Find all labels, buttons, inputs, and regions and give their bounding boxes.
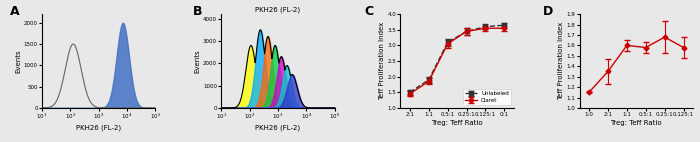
- X-axis label: PKH26 (FL-2): PKH26 (FL-2): [76, 124, 121, 131]
- Y-axis label: Events: Events: [195, 49, 200, 73]
- X-axis label: Treg: Teff Ratio: Treg: Teff Ratio: [610, 120, 662, 126]
- Text: D: D: [543, 5, 554, 18]
- X-axis label: PKH26 (FL-2): PKH26 (FL-2): [256, 124, 300, 131]
- Legend: Unlabeled, Claret: Unlabeled, Claret: [463, 89, 511, 105]
- Text: A: A: [10, 5, 20, 18]
- Y-axis label: Teff Proliferation Index: Teff Proliferation Index: [558, 22, 564, 100]
- X-axis label: Treg: Teff Ratio: Treg: Teff Ratio: [431, 120, 483, 126]
- Text: C: C: [364, 5, 373, 18]
- Text: B: B: [193, 5, 202, 18]
- Y-axis label: Teff Proliferation Index: Teff Proliferation Index: [379, 22, 385, 100]
- Y-axis label: Events: Events: [15, 49, 21, 73]
- Title: PKH26 (FL-2): PKH26 (FL-2): [256, 6, 300, 13]
